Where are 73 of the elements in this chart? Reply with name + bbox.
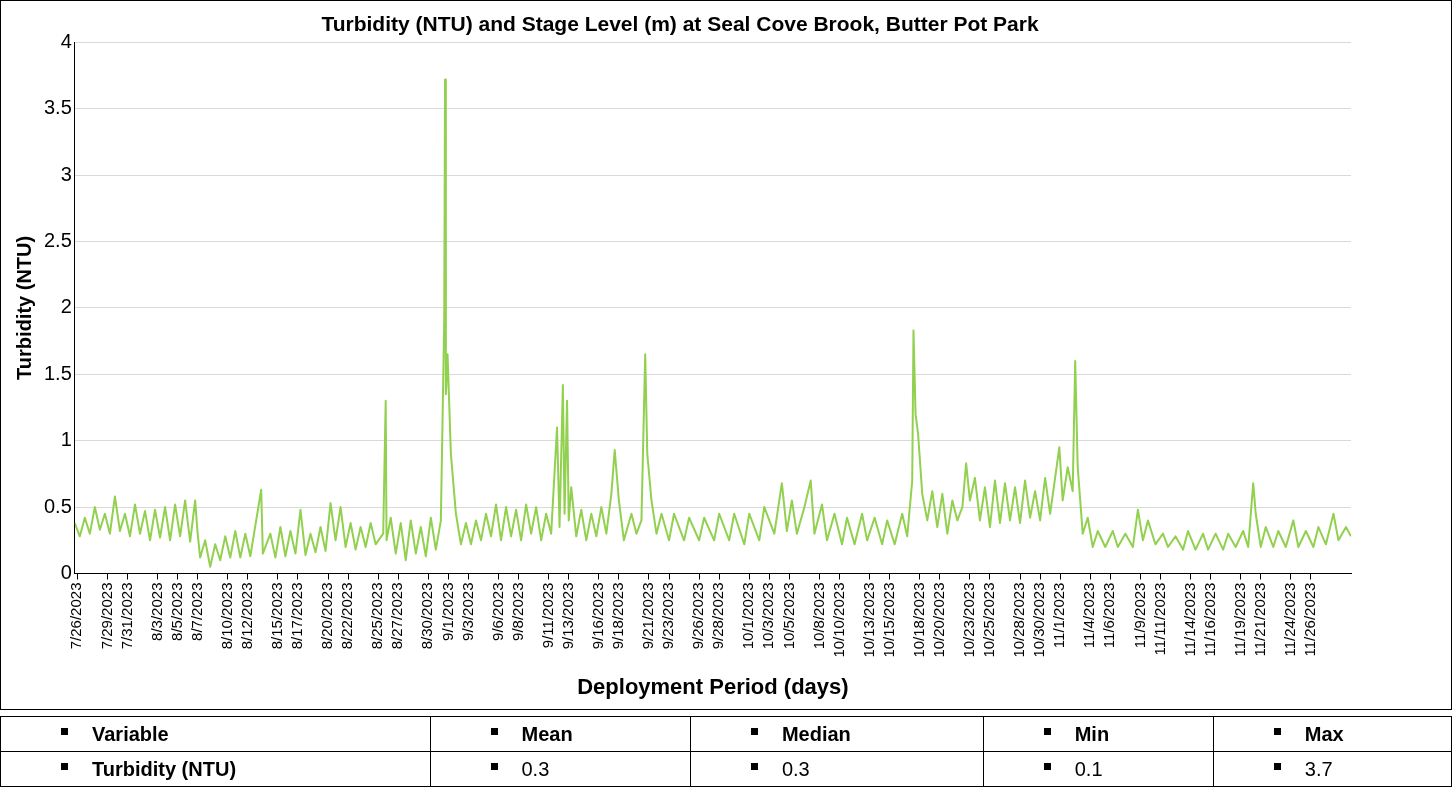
x-tick-label: 10/3/2023 — [759, 582, 777, 650]
text: 3.7 — [1304, 757, 1333, 780]
x-tick-label: 11/9/2023 — [1130, 582, 1148, 649]
x-tick-label: 11/4/2023 — [1080, 582, 1098, 649]
y-tick-label: 2 — [60, 295, 72, 318]
x-tick-label: 8/25/2023 — [368, 582, 386, 650]
x-tick-label: 9/13/2023 — [558, 582, 576, 650]
y-tick-label: 0.5 — [43, 494, 72, 517]
y-tick-label: 3 — [60, 162, 72, 185]
x-tick-label: 10/23/2023 — [960, 582, 978, 658]
x-tick-label: 10/10/2023 — [829, 582, 847, 658]
x-tick-label: 10/28/2023 — [1010, 582, 1028, 658]
x-tick-label: 10/8/2023 — [809, 582, 827, 650]
x-tick-label: 8/30/2023 — [418, 582, 436, 650]
text: Median — [781, 722, 851, 745]
x-tick-label: 11/24/2023 — [1280, 582, 1298, 657]
x-tick-label: 10/1/2023 — [739, 582, 757, 650]
x-tick-label: 8/17/2023 — [288, 582, 306, 650]
y-tick-label: 2.5 — [43, 228, 72, 251]
x-tick-label: 10/13/2023 — [859, 582, 877, 658]
text: 0.3 — [781, 757, 810, 780]
text: Turbidity (NTU) — [92, 757, 237, 780]
x-tick-label: 9/6/2023 — [488, 582, 506, 641]
y-tick-label: 1 — [60, 428, 72, 451]
x-tick-label: 8/7/2023 — [187, 582, 205, 641]
x-tick-label: 11/19/2023 — [1230, 582, 1248, 657]
x-tick-label: 9/18/2023 — [609, 582, 627, 650]
x-tick-label: 11/1/2023 — [1050, 582, 1068, 649]
x-tick-label: 9/26/2023 — [689, 582, 707, 650]
y-tick-label: 0 — [60, 561, 72, 584]
x-axis-title: Deployment Period (days) — [577, 673, 849, 699]
x-tick-label: 9/8/2023 — [508, 582, 526, 641]
y-tick-label: 1.5 — [43, 361, 72, 384]
x-tick-label: 10/25/2023 — [980, 582, 998, 658]
y-tick-label: 4 — [60, 29, 72, 52]
x-tick-label: 9/3/2023 — [458, 582, 476, 641]
text: Variable — [92, 722, 169, 745]
x-tick-label: 9/16/2023 — [588, 582, 606, 650]
x-tick-label: 10/18/2023 — [909, 582, 927, 658]
x-tick-label: 11/14/2023 — [1180, 582, 1198, 657]
x-tick-label: 8/10/2023 — [217, 582, 235, 650]
x-tick-label: 7/31/2023 — [117, 582, 135, 650]
x-tick-label: 9/28/2023 — [709, 582, 727, 650]
x-tick-label: 7/26/2023 — [67, 582, 85, 650]
x-tick-label: 11/26/2023 — [1301, 582, 1319, 657]
text: Min — [1074, 722, 1110, 745]
x-tick-label: 11/6/2023 — [1100, 582, 1118, 649]
chart-title: Turbidity (NTU) and Stage Level (m) at Seal Cove Brook, Butter Pot Park — [321, 12, 1039, 36]
text: 0.3 — [521, 757, 550, 780]
x-tick-label: 8/15/2023 — [268, 582, 286, 650]
x-tick-label: 7/29/2023 — [97, 582, 115, 650]
x-tick-label: 10/5/2023 — [779, 582, 797, 650]
y-tick-label: 3.5 — [43, 96, 72, 119]
x-tick-label: 10/30/2023 — [1030, 582, 1048, 658]
text: Mean — [521, 722, 573, 745]
text: 0.1 — [1074, 757, 1103, 780]
y-axis-title: Turbidity (NTU) — [12, 235, 35, 380]
x-tick-label: 10/20/2023 — [929, 582, 947, 658]
text: Max — [1304, 722, 1344, 745]
x-tick-label: 8/12/2023 — [237, 582, 255, 650]
x-tick-label: 8/5/2023 — [167, 582, 185, 641]
x-tick-label: 9/23/2023 — [659, 582, 677, 650]
x-tick-label: 8/27/2023 — [388, 582, 406, 650]
x-tick-label: 9/1/2023 — [438, 582, 456, 641]
x-tick-label: 8/3/2023 — [147, 582, 165, 641]
x-tick-label: 8/22/2023 — [338, 582, 356, 650]
x-tick-label: 10/15/2023 — [879, 582, 897, 658]
x-tick-label: 11/21/2023 — [1250, 582, 1268, 657]
x-tick-label: 9/11/2023 — [538, 582, 556, 649]
x-tick-label: 11/11/2023 — [1150, 582, 1168, 656]
x-tick-label: 9/21/2023 — [639, 582, 657, 650]
x-tick-label: 8/20/2023 — [318, 582, 336, 650]
x-tick-label: 11/16/2023 — [1200, 582, 1218, 657]
